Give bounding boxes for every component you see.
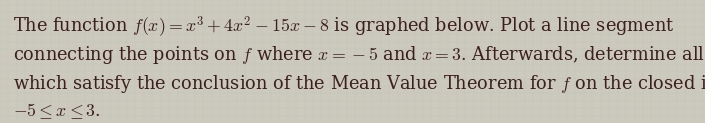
- Text: which satisfy the conclusion of the Mean Value Theorem for $f$ on the closed int: which satisfy the conclusion of the Mean…: [13, 73, 705, 95]
- Text: $-5 \leq x \leq 3$.: $-5 \leq x \leq 3$.: [13, 101, 100, 121]
- Text: The function $f(x) = x^3 + 4x^2 - 15x - 8$ is graphed below. Plot a line segment: The function $f(x) = x^3 + 4x^2 - 15x - …: [13, 15, 674, 40]
- Text: connecting the points on $f$ where $x = -5$ and $x = 3$. Afterwards, determine a: connecting the points on $f$ where $x = …: [13, 44, 705, 66]
